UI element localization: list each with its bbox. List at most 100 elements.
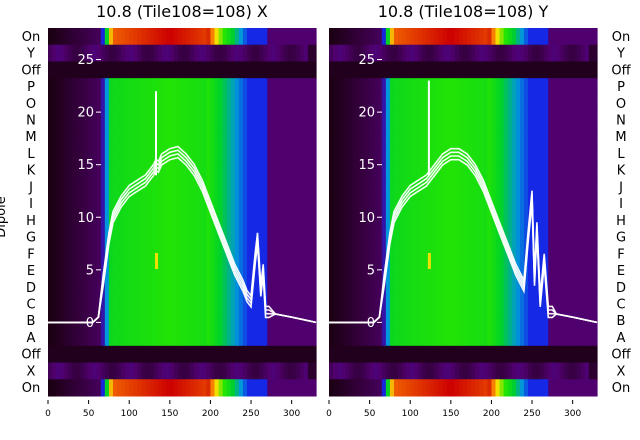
heatmap-cell [536, 345, 541, 364]
heatmap-cell [153, 278, 159, 297]
heatmap-cell [246, 128, 252, 146]
heatmap-cell [491, 329, 497, 347]
heatmap-cell [406, 312, 411, 330]
heatmap-cell [475, 111, 480, 129]
heatmap-cell [206, 228, 212, 246]
heatmap-cell [291, 228, 297, 246]
heatmap-cell [576, 212, 582, 230]
heatmap-cell [279, 78, 285, 96]
heatmap-cell [198, 28, 203, 46]
yellow-mark [155, 253, 159, 270]
heatmap-cell [483, 161, 488, 180]
heatmap-cell [349, 195, 354, 213]
heatmap-cell [137, 212, 142, 230]
heatmap-cell [226, 379, 232, 397]
heatmap-cell [357, 295, 363, 313]
heatmap-cell [519, 295, 525, 313]
heatmap-cell [365, 379, 371, 397]
heatmap-cell [169, 329, 175, 347]
heatmap-cell [398, 78, 403, 96]
heatmap-cell [137, 178, 142, 196]
heatmap-cell [190, 212, 195, 230]
heatmap-cell [479, 28, 484, 46]
heatmap-cell [198, 111, 203, 129]
heatmap-cell [377, 228, 383, 246]
heatmap-cell [418, 28, 423, 46]
heatmap-cell [341, 345, 346, 364]
heatmap-cell [467, 362, 472, 380]
heatmap-cell [353, 178, 359, 196]
heatmap-cell [238, 228, 244, 246]
heatmap-cell [145, 345, 151, 364]
heatmap-cell [133, 329, 138, 347]
heatmap-cell [84, 345, 90, 364]
heatmap-cell [410, 345, 415, 364]
heatmap-cell [267, 195, 272, 213]
heatmap-cell [210, 61, 216, 79]
heatmap-cell [246, 245, 252, 263]
heatmap-cell [418, 195, 423, 213]
heatmap-cell [137, 362, 142, 380]
heatmap-cell [72, 94, 78, 113]
row-label: Y [616, 47, 625, 62]
heatmap-cell [564, 245, 570, 263]
heatmap-cell [406, 228, 411, 246]
heatmap-cell [92, 212, 98, 230]
heatmap-cell [499, 161, 505, 180]
heatmap-cell [458, 61, 464, 79]
heatmap-cell [214, 195, 220, 213]
heatmap-cell [218, 362, 224, 380]
x-tick-label: 150 [442, 409, 459, 419]
heatmap-cell [442, 362, 448, 380]
heatmap-cell [246, 78, 252, 96]
heatmap-cell [311, 128, 317, 146]
heatmap-cell [426, 379, 432, 397]
heatmap-cell [434, 228, 440, 246]
heatmap-cell [487, 345, 493, 364]
heatmap-cell [552, 345, 557, 364]
heatmap-cell [190, 262, 195, 280]
heatmap-cell [483, 111, 488, 129]
heatmap-cell [552, 111, 557, 129]
heatmap-cell [426, 212, 432, 230]
heatmap-row [329, 28, 598, 46]
heatmap-cell [495, 295, 501, 313]
heatmap-cell [182, 161, 187, 180]
heatmap-cell [112, 178, 118, 196]
heatmap-cell [165, 195, 171, 213]
heatmap-cell [365, 178, 371, 196]
heatmap-cell [72, 44, 78, 62]
heatmap-cell [84, 111, 90, 129]
heatmap-cell [287, 345, 293, 364]
heatmap-cell [88, 145, 94, 163]
heatmap-cell [291, 28, 297, 46]
heatmap-cell [246, 161, 252, 180]
heatmap-cell [402, 245, 407, 263]
heatmap-cell [133, 195, 138, 213]
heatmap-cell [536, 312, 541, 330]
heatmap-cell [410, 312, 415, 330]
heatmap-cell [48, 245, 53, 263]
heatmap-cell [410, 262, 415, 280]
heatmap-cell [337, 94, 342, 113]
heatmap-cell [536, 61, 541, 79]
heatmap-row [48, 262, 317, 280]
heatmap-cell [137, 195, 142, 213]
heatmap-cell [491, 61, 497, 79]
heatmap-cell [503, 128, 509, 146]
heatmap-cell [287, 61, 293, 79]
row-label: G [616, 231, 626, 246]
heatmap-cell [104, 228, 110, 246]
heatmap-cell [104, 44, 110, 62]
heatmap-cell [64, 78, 69, 96]
heatmap-cell [357, 111, 363, 129]
heatmap-cell [381, 362, 387, 380]
heatmap-cell [471, 78, 476, 96]
heatmap-cell [222, 128, 228, 146]
heatmap-cell [463, 61, 468, 79]
heatmap-cell [353, 111, 359, 129]
heatmap-cell [548, 278, 553, 297]
heatmap-cell [454, 312, 460, 330]
heatmap-cell [544, 262, 549, 280]
heatmap-cell [584, 44, 590, 62]
